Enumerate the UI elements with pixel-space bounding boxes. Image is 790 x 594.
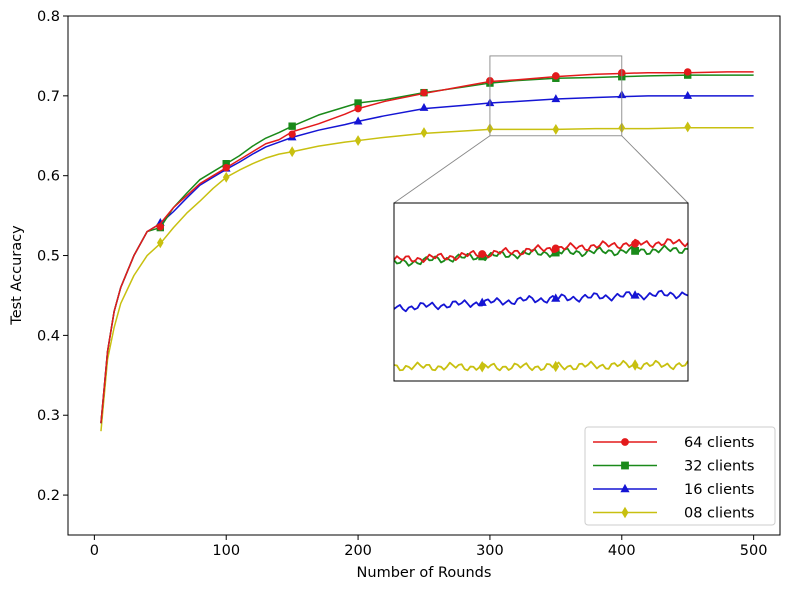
inset-series-line [394, 359, 688, 372]
data-point-marker [419, 102, 429, 111]
y-tick-label: 0.4 [37, 328, 60, 344]
legend-label: 16 clients [684, 482, 754, 498]
legend-marker [621, 506, 629, 519]
data-point-marker [288, 122, 296, 130]
zoom-connector-line [621, 135, 689, 204]
inset-frame [393, 202, 689, 382]
x-tick-label: 400 [608, 543, 636, 559]
axes: 0 100 200 300 400 500 0.2 0.3 0.4 0.5 0.6 0.7 0.8 [37, 9, 781, 559]
x-tick-label: 500 [740, 543, 768, 559]
y-tick-label: 0.3 [37, 408, 60, 424]
legend-box [584, 426, 776, 526]
data-point-marker [684, 68, 692, 76]
series-line [100, 71, 754, 424]
inset-data-point-marker [630, 290, 640, 299]
inset-data-point-marker [551, 293, 561, 302]
y-axis-label: Test Accuracy [9, 225, 25, 326]
legend-marker [621, 438, 629, 446]
data-point-marker [552, 123, 560, 135]
data-point-marker [684, 121, 692, 133]
inset-data-point-marker [631, 359, 639, 371]
y-tick-label: 0.8 [37, 9, 60, 25]
series-line [100, 127, 754, 432]
data-point-marker [552, 72, 560, 80]
inset-series-line [394, 238, 688, 263]
inset-data-point-marker [631, 246, 639, 255]
x-tick-label: 0 [90, 543, 99, 559]
zoom-source-box [489, 55, 623, 137]
inset-data-point-marker [551, 244, 560, 253]
inset-series-group [394, 238, 688, 373]
data-point-marker [551, 94, 561, 103]
y-tick-label: 0.7 [37, 89, 60, 105]
inset-background [394, 203, 688, 381]
legend-label: 64 clients [684, 435, 754, 451]
zoom-indicator [393, 55, 689, 204]
data-point-marker [222, 164, 230, 172]
legend-marker [620, 483, 630, 493]
inset-data-point-marker [478, 361, 486, 373]
data-point-marker [683, 90, 693, 99]
inset-data-point-marker [477, 297, 487, 306]
inset-data-point-marker [478, 250, 487, 258]
legend: 64 clients 32 clients 16 clients 08 clients [584, 426, 776, 526]
inset-series-line [394, 244, 688, 267]
legend-label: 08 clients [684, 506, 754, 522]
legend-marker [621, 461, 629, 470]
data-point-marker [353, 116, 363, 125]
data-point-marker [288, 146, 296, 158]
x-tick-label: 200 [344, 543, 372, 559]
data-point-marker [288, 130, 296, 138]
y-tick-label: 0.6 [37, 169, 60, 185]
inset-series-line [394, 289, 688, 313]
y-tick-label: 0.5 [37, 249, 60, 265]
zoom-connector-line [393, 135, 491, 204]
legend-label: 32 clients [684, 459, 754, 475]
data-point-marker [156, 223, 164, 231]
data-point-marker [156, 237, 164, 249]
data-point-marker [222, 171, 230, 183]
plot-frame [67, 15, 781, 536]
data-point-marker [354, 104, 362, 113]
x-tick-label: 300 [476, 543, 504, 559]
data-point-marker [420, 88, 428, 97]
data-point-marker [420, 127, 428, 139]
inset-data-point-marker [552, 360, 560, 373]
y-tick-label: 0.2 [37, 488, 60, 504]
x-tick-label: 100 [212, 543, 240, 559]
inset-data-point-marker [631, 239, 639, 248]
data-point-marker [354, 135, 362, 147]
x-axis-label: Number of Rounds [357, 565, 492, 581]
inset-plot [393, 202, 689, 382]
